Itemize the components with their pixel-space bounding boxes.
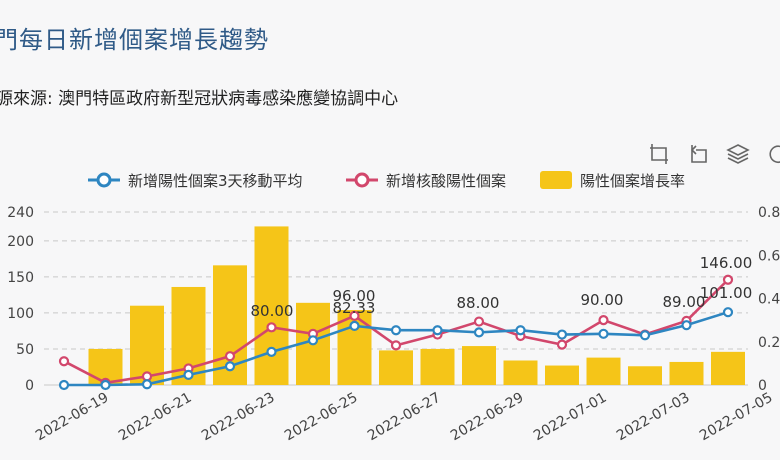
legend-label-moving-average: 新增陽性個案3天移動平均 xyxy=(128,171,303,190)
x-tick-label: 2022-06-25 xyxy=(282,390,360,445)
data-point[interactable] xyxy=(432,325,443,336)
legend-item-moving-average[interactable]: 新增陽性個案3天移動平均 xyxy=(86,168,303,192)
data-label: 89.00 xyxy=(663,293,706,311)
x-tick-label: 2022-07-01 xyxy=(531,390,609,445)
y-left-tick-label: 100 xyxy=(7,306,34,322)
legend-line-pink-icon xyxy=(346,172,378,188)
y-right-tick-label: 0 xyxy=(758,378,767,394)
x-tick-label: 2022-06-19 xyxy=(33,390,111,445)
bar[interactable] xyxy=(254,226,289,385)
legend-label-positive-cases: 新增核酸陽性個案 xyxy=(386,171,507,190)
x-tick-label: 2022-07-03 xyxy=(614,390,692,445)
data-label: 82.33 xyxy=(333,299,376,317)
y-right-tick-label: 0.6 xyxy=(758,248,780,264)
y-right-tick-label: 0.8 xyxy=(758,205,780,221)
data-label: 88.00 xyxy=(457,294,500,312)
data-point[interactable] xyxy=(473,316,485,327)
data-point[interactable] xyxy=(598,315,609,326)
bar[interactable] xyxy=(586,357,621,385)
legend-line-blue-icon xyxy=(88,172,120,188)
data-point[interactable] xyxy=(58,356,70,367)
y-left-tick-label: 50 xyxy=(16,342,34,358)
bar[interactable] xyxy=(379,350,413,385)
data-point[interactable] xyxy=(390,340,402,351)
zoom-reset-icon[interactable] xyxy=(686,142,710,166)
bar[interactable] xyxy=(462,346,496,385)
data-point[interactable] xyxy=(266,322,277,333)
zoom-icon[interactable] xyxy=(648,142,672,166)
legend-bar-yellow-icon xyxy=(540,171,572,189)
bar[interactable] xyxy=(711,351,745,385)
bar[interactable] xyxy=(503,360,538,385)
legend-item-positive-cases[interactable]: 新增核酸陽性個案 xyxy=(344,168,506,192)
data-point[interactable] xyxy=(349,320,360,331)
chart-legend: 新增陽性個案3天移動平均 新增核酸陽性個案 陽性個案增長率 xyxy=(86,168,780,192)
y-left-tick-label: 150 xyxy=(7,270,34,286)
data-point[interactable] xyxy=(266,346,277,357)
data-point[interactable] xyxy=(639,330,651,341)
data-label: 80.00 xyxy=(251,302,294,320)
data-label: 90.00 xyxy=(581,291,624,309)
legend-item-growth-rate[interactable]: 陽性個案增長率 xyxy=(538,168,685,192)
bar[interactable] xyxy=(628,366,662,385)
data-point[interactable] xyxy=(556,339,568,350)
data-point[interactable] xyxy=(141,379,153,390)
data-point[interactable] xyxy=(722,307,734,318)
data-point[interactable] xyxy=(141,371,153,382)
legend-label-growth-rate: 陽性個案增長率 xyxy=(580,171,686,190)
y-left-tick-label: 240 xyxy=(7,205,34,221)
data-label: 146.00 xyxy=(700,254,753,272)
data-point[interactable] xyxy=(183,369,194,381)
chart-toolbox xyxy=(648,142,780,170)
data-point[interactable] xyxy=(307,335,319,346)
data-point[interactable] xyxy=(556,329,568,340)
data-point[interactable] xyxy=(349,310,360,321)
data-point[interactable] xyxy=(224,361,236,372)
data-point[interactable] xyxy=(681,320,692,331)
y-left-tick-label: 200 xyxy=(7,234,34,250)
data-point[interactable] xyxy=(722,274,734,285)
data-point[interactable] xyxy=(515,325,526,336)
data-point[interactable] xyxy=(224,351,236,362)
data-label: 101.00 xyxy=(700,284,753,302)
page-title: 門每日新增個案增長趨勢 xyxy=(0,26,269,54)
data-point[interactable] xyxy=(598,328,609,339)
x-tick-label: 2022-06-27 xyxy=(365,390,443,445)
data-source: 源來源: 澳門特區政府新型冠狀病毒感染應變協調中心 xyxy=(0,89,399,109)
x-tick-label: 2022-06-29 xyxy=(448,390,526,445)
bar[interactable] xyxy=(545,365,579,385)
bar[interactable] xyxy=(420,348,455,385)
x-tick-label: 2022-07-05 xyxy=(697,390,775,445)
data-point[interactable] xyxy=(58,379,70,391)
bar[interactable] xyxy=(669,361,704,385)
restore-icon[interactable] xyxy=(766,142,780,166)
x-tick-label: 2022-06-23 xyxy=(199,390,277,445)
data-point[interactable] xyxy=(100,379,111,391)
layers-icon[interactable] xyxy=(726,142,750,166)
y-right-tick-label: 0.2 xyxy=(758,335,780,351)
data-point[interactable] xyxy=(473,327,485,338)
y-left-tick-label: 0 xyxy=(25,378,34,394)
y-right-tick-label: 0.4 xyxy=(758,292,780,308)
data-point[interactable] xyxy=(390,325,402,336)
x-tick-label: 2022-06-21 xyxy=(116,390,194,445)
data-label: 96.00 xyxy=(333,287,376,305)
